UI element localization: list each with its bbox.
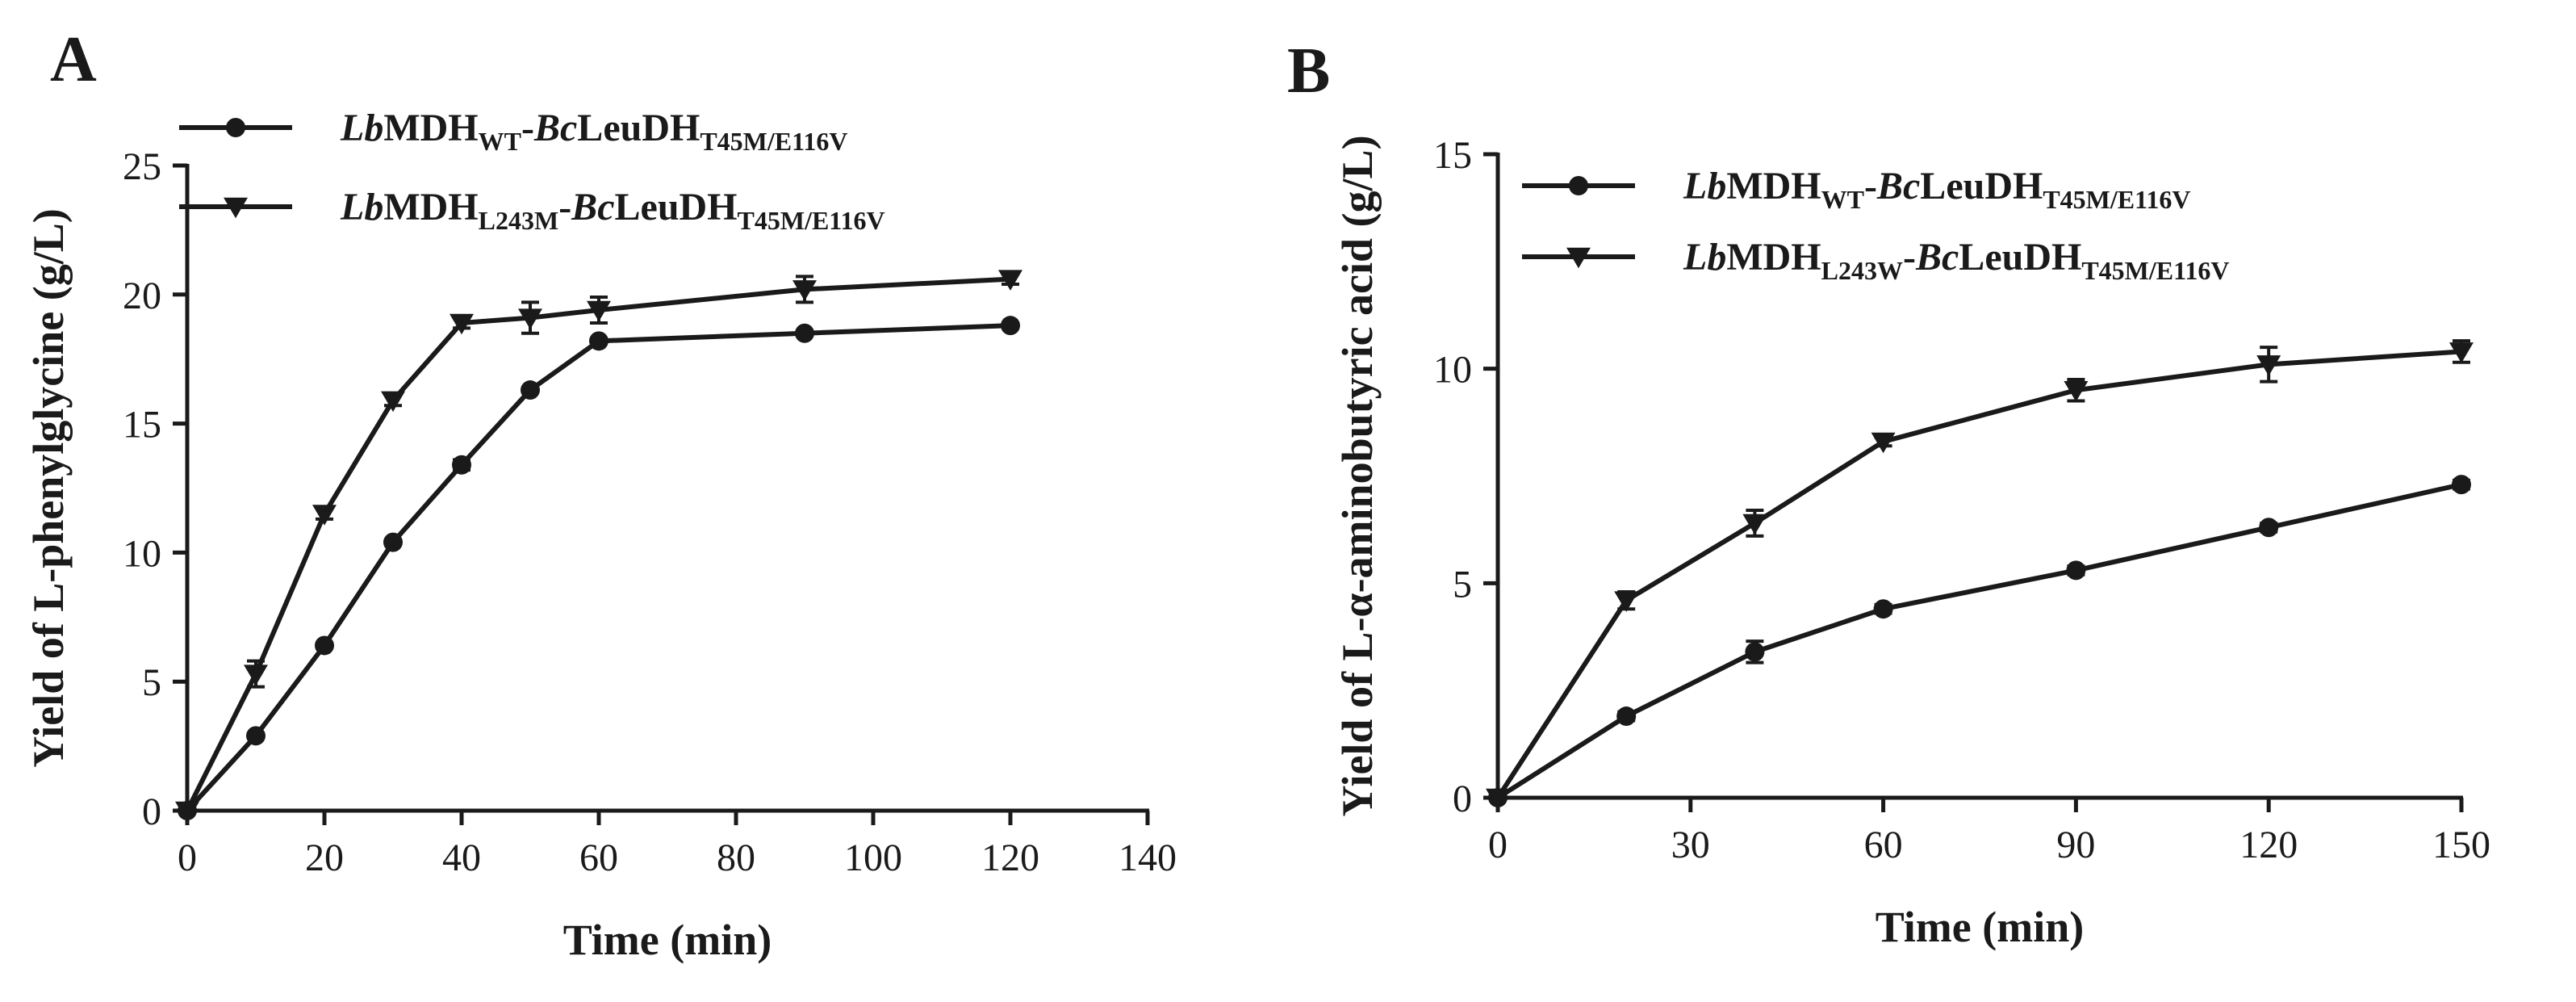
legend-label: LbMDHWT-BcLeuDHT45M/E116V: [1683, 165, 2190, 214]
y-tick-label: 20: [123, 275, 161, 317]
data-point: [2066, 560, 2086, 581]
y-tick-label: 0: [142, 790, 161, 833]
data-point: [1745, 642, 1765, 662]
x-tick-label: 100: [844, 836, 902, 879]
legend-marker: [1566, 247, 1591, 269]
x-tick-label: 20: [305, 836, 344, 879]
series-line: [185, 276, 1011, 812]
x-tick-label: 60: [1864, 824, 1903, 866]
data-point: [2449, 342, 2474, 363]
data-point: [792, 280, 817, 301]
data-point: [381, 391, 405, 413]
legend-label: LbMDHL243W-BcLeuDHT45M/E116V: [1683, 236, 2229, 285]
data-point: [2064, 380, 2089, 402]
y-axis-label: Yield of L-α-aminobutyric acid (g/L): [1333, 135, 1382, 816]
data-point: [315, 635, 334, 656]
legend-entry-2: LbMDHL243M-BcLeuDHT45M/E116V: [179, 186, 885, 235]
series-2: [1486, 339, 2474, 810]
x-axis-label: Time (min): [1876, 903, 2084, 951]
series-2: [175, 270, 1022, 823]
panel-b: B 0 30 60 90 120 150 0 5 10 15 Time (min) Yield of L…: [1287, 36, 2490, 951]
legend-marker: [1569, 176, 1588, 195]
data-point: [1742, 514, 1767, 535]
legend-label: LbMDHL243M-BcLeuDHT45M/E116V: [340, 186, 885, 235]
y-tick-label: 0: [1453, 778, 1472, 820]
panel-a: A 0 20 40 60 80 100 120 140 0 5 10 15 20 25 Time (min) Y…: [24, 24, 1177, 964]
data-point: [2452, 475, 2471, 495]
data-point: [1616, 706, 1637, 727]
data-point: [312, 505, 337, 526]
x-tick-label: 30: [1671, 824, 1710, 866]
data-point: [518, 308, 542, 329]
y-tick-label: 15: [123, 404, 161, 446]
panel-label: A: [50, 24, 97, 95]
y-tick-label: 5: [1453, 563, 1472, 606]
data-point: [2256, 355, 2281, 376]
data-point: [2259, 518, 2279, 538]
series-1: [1488, 475, 2471, 807]
y-tick-label: 5: [142, 661, 161, 704]
legend-label: LbMDHWT-BcLeuDHT45M/E116V: [340, 107, 847, 156]
x-tick-label: 80: [717, 836, 755, 879]
x-tick-label: 60: [579, 836, 618, 879]
panel-label: B: [1287, 36, 1330, 107]
series-line: [1496, 482, 2462, 800]
legend-entry-1: LbMDHWT-BcLeuDHT45M/E116V: [1522, 165, 2190, 214]
data-point: [1871, 432, 1896, 454]
x-tick-label: 120: [2239, 824, 2298, 866]
data-point: [383, 532, 403, 552]
y-tick-label: 10: [1433, 349, 1472, 392]
legend-marker: [224, 197, 248, 219]
data-point: [1001, 316, 1020, 336]
series-1: [178, 316, 1020, 820]
data-point: [175, 801, 199, 823]
x-tick-label: 0: [1488, 824, 1508, 866]
legend-marker: [226, 118, 245, 137]
data-point: [1873, 599, 1893, 619]
x-tick-label: 90: [2056, 824, 2095, 866]
data-point: [795, 323, 814, 343]
y-tick-label: 15: [1433, 134, 1472, 177]
x-tick-label: 150: [2432, 824, 2490, 866]
data-point: [589, 331, 608, 351]
legend-entry-1: LbMDHWT-BcLeuDHT45M/E116V: [179, 107, 847, 156]
y-tick-label: 25: [123, 145, 161, 188]
data-point: [1486, 788, 1510, 810]
data-point: [521, 380, 540, 400]
data-point: [450, 313, 474, 335]
series-line: [185, 323, 1011, 813]
data-point: [1614, 591, 1639, 612]
data-point: [246, 726, 266, 746]
data-point: [244, 665, 268, 685]
x-axis-label: Time (min): [563, 916, 772, 964]
y-tick-label: 10: [123, 532, 161, 575]
x-tick-label: 140: [1119, 836, 1177, 879]
data-point: [587, 300, 611, 322]
y-axis-label: Yield of L-phenylglycine (g/L): [24, 208, 73, 768]
x-tick-label: 120: [981, 836, 1039, 879]
x-tick-label: 0: [178, 836, 197, 879]
legend-entry-2: LbMDHL243W-BcLeuDHT45M/E116V: [1522, 236, 2229, 285]
series-line: [1495, 349, 2462, 799]
data-point: [452, 455, 471, 475]
data-point: [998, 270, 1022, 291]
x-tick-label: 40: [442, 836, 481, 879]
